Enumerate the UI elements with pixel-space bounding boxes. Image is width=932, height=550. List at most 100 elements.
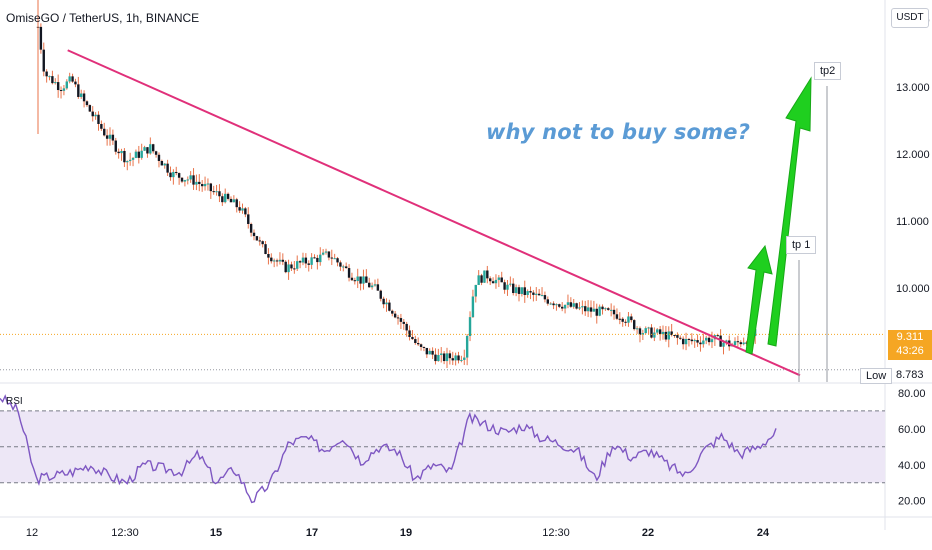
candle-body [388,302,391,311]
candle-body [111,134,115,141]
candle-body [244,208,247,215]
candle-body [569,302,573,307]
candle-body [428,350,431,355]
time-tick-label: 12:30 [542,527,570,539]
candle-body [543,295,547,300]
candle-body [627,316,630,323]
candle-body [463,357,466,360]
candle-body [673,335,676,337]
candle-body [157,154,161,161]
candle-body [445,353,449,362]
candle-body [56,82,60,91]
price-tick-label: 11.000 [896,216,929,228]
price-tick-label: 12.000 [896,149,930,161]
candle-body [500,277,503,283]
candle-body [126,161,129,163]
candle-body [356,276,359,282]
candle-body [393,313,397,318]
candle-body [416,343,420,345]
candle-body [653,332,656,338]
candle-body [249,223,253,233]
rsi-panel [0,394,885,504]
candle-body [391,310,394,314]
candle-body [137,151,141,158]
time-tick-label: 17 [306,527,318,539]
candle-body [523,287,526,295]
candle-body [324,251,328,253]
candle-body [272,260,276,262]
candle-body [235,199,238,208]
candle-body [693,340,696,342]
candle-body [344,266,348,269]
candle-body [117,151,120,154]
candle-body [59,90,63,92]
candle-body [373,284,377,286]
candle-body [376,284,380,291]
candle-body [48,76,51,78]
candle-body [123,150,126,163]
candle-body [368,282,371,288]
candle-body [120,150,123,154]
candle-body [284,261,287,273]
candle-body [160,160,164,166]
candle-body [540,295,544,297]
candle-body [509,283,512,285]
candle-body [77,84,80,97]
candle-body [321,252,325,255]
candle-body [362,276,365,284]
candle-body [546,299,550,304]
candle-body [520,287,524,294]
candle-body [633,320,636,330]
candle-body [252,232,256,237]
candle-body [270,257,273,262]
candle-body [607,308,610,310]
candle-body [670,331,673,336]
candle-body [624,321,627,323]
candle-body [702,340,705,345]
candle-body [97,114,100,124]
candle-body [131,157,135,160]
candle-body [365,276,368,283]
rsi-tick-label: 40.00 [898,460,926,472]
candle-body [258,240,261,242]
candle-body [154,151,158,155]
candle-body [301,257,305,263]
candle-body [80,93,83,97]
candle-body [506,284,509,290]
rsi-tick-label: 20.00 [898,496,926,508]
candle-body [584,306,587,312]
rsi-line [0,394,777,504]
candle-body [442,353,446,362]
candle-body [739,342,742,345]
candle-body [535,293,538,295]
candle-body [189,175,192,180]
candle-body [503,282,506,290]
candle-body [186,179,189,181]
candle-body [514,287,518,294]
candle-body [434,354,437,362]
candle-body [448,353,452,359]
candle-body [707,337,711,343]
candle-body [612,309,616,315]
candle-body [604,308,607,310]
candle-body [200,184,204,187]
candle-body [65,81,69,89]
candle-body [333,258,336,260]
candle-body [431,350,434,355]
candle-body [327,251,331,258]
target-arrows [745,76,812,355]
currency-selector[interactable]: USDT [891,8,929,28]
candle-body [224,193,227,203]
candle-body [247,214,250,224]
candle-body [105,135,109,139]
candle-body [94,114,97,117]
candle-body [54,82,57,84]
candle-body [103,128,106,136]
candle-body [74,81,77,85]
candle-body [128,159,132,162]
candle-body [396,317,400,319]
candle-body [722,342,725,347]
time-tick-label: 19 [400,527,412,539]
candle-body [716,335,719,337]
